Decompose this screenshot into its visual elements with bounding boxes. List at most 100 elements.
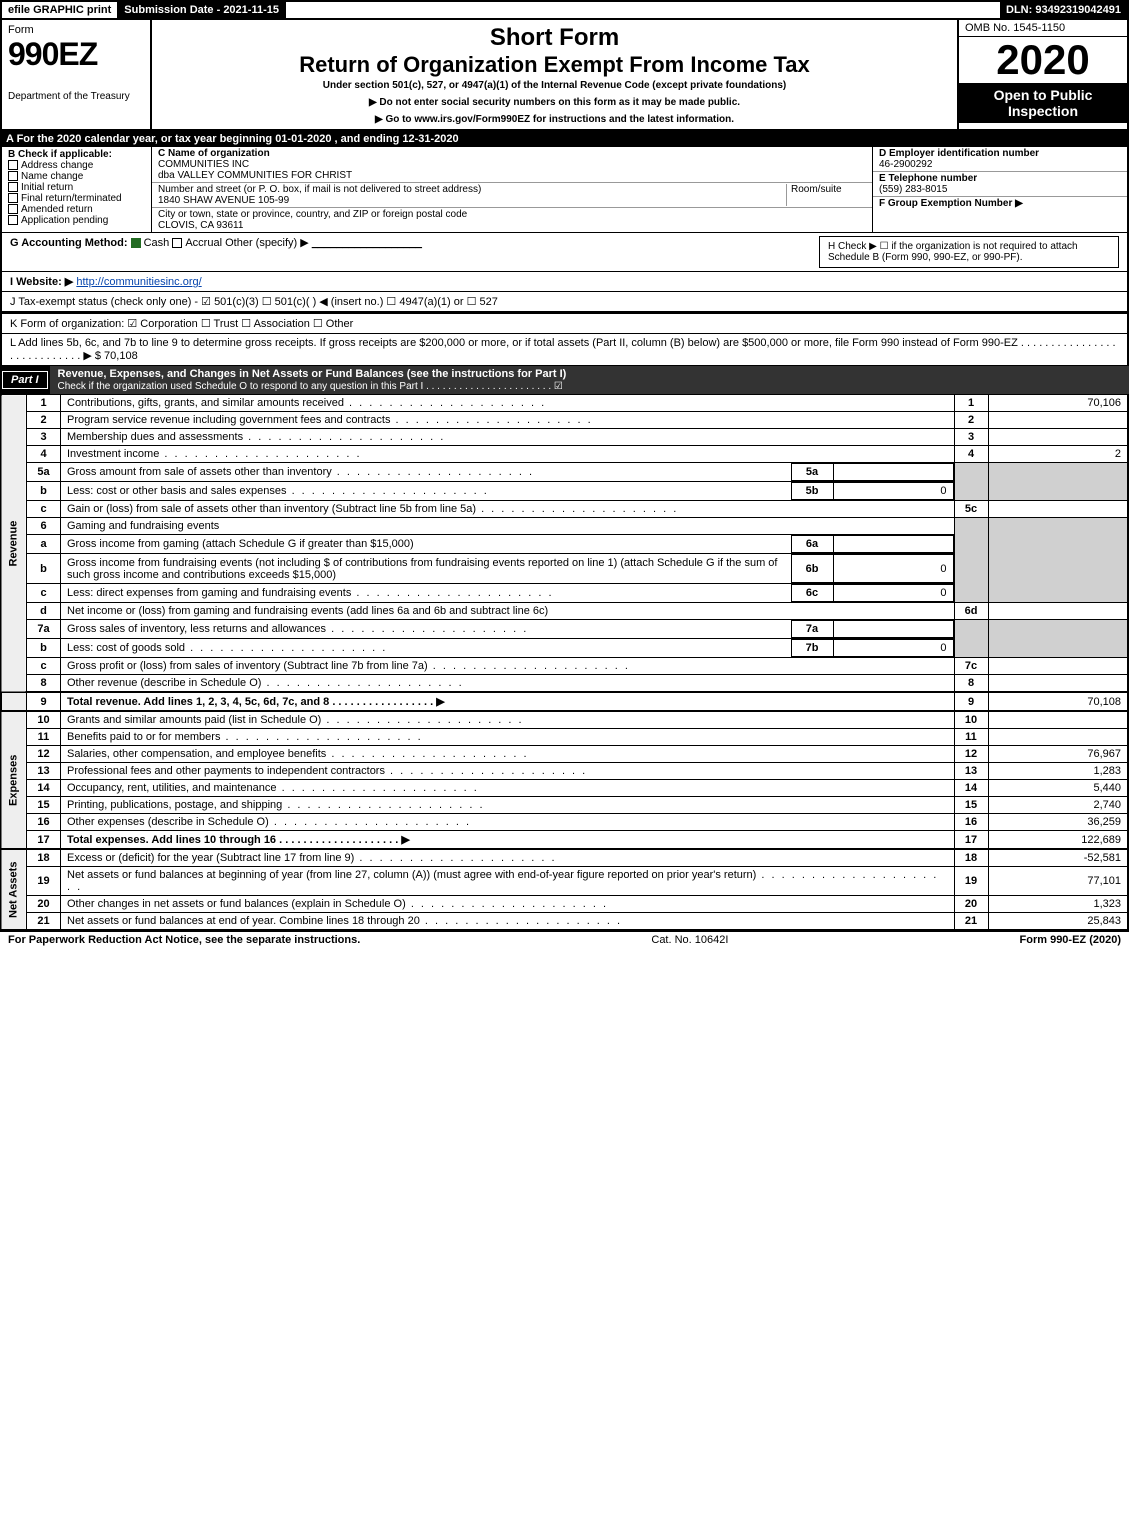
line-17-desc: Total expenses. Add lines 10 through 16 … [61, 831, 955, 850]
g-accrual: Accrual [185, 237, 222, 249]
city-label: City or town, state or province, country… [158, 209, 467, 220]
line-20-desc: Other changes in net assets or fund bala… [61, 896, 955, 913]
line-12-val: 76,967 [988, 746, 1128, 763]
line-11-val [988, 729, 1128, 746]
line-7c-desc: Gross profit or (loss) from sales of inv… [61, 658, 955, 675]
line-5b-desc: Less: cost or other basis and sales expe… [61, 483, 791, 500]
i-label: I Website: ▶ [10, 276, 73, 288]
h-box: H Check ▶ ☐ if the organization is not r… [819, 236, 1119, 268]
org-dba: dba VALLEY COMMUNITIES FOR CHRIST [158, 170, 352, 181]
line-21-desc: Net assets or fund balances at end of ye… [61, 913, 955, 931]
dln: DLN: 93492319042491 [1000, 2, 1127, 18]
return-title: Return of Organization Exempt From Incom… [160, 52, 949, 78]
part1-sub: Check if the organization used Schedule … [58, 381, 563, 392]
phone: (559) 283-8015 [879, 184, 947, 195]
b-opt-0: Address change [21, 160, 93, 171]
org-city: CLOVIS, CA 93611 [158, 220, 243, 231]
line-15-val: 2,740 [988, 797, 1128, 814]
side-revenue: Revenue [1, 395, 27, 693]
line-6a-desc: Gross income from gaming (attach Schedul… [61, 536, 791, 553]
line-6b-desc: Gross income from fundraising events (no… [61, 555, 791, 583]
line-19-desc: Net assets or fund balances at beginning… [61, 867, 955, 896]
line-5b-sv: 0 [833, 483, 953, 500]
line-12-desc: Salaries, other compensation, and employ… [61, 746, 955, 763]
line-15-desc: Printing, publications, postage, and shi… [61, 797, 955, 814]
open-public: Open to Public Inspection [959, 83, 1127, 123]
line-18-val: -52,581 [988, 849, 1128, 867]
line-3-val [988, 429, 1128, 446]
part1-table: Revenue 1Contributions, gifts, grants, a… [0, 394, 1129, 931]
under-section: Under section 501(c), 527, or 4947(a)(1)… [160, 80, 949, 91]
g-other-line[interactable]: __________________ [312, 237, 422, 249]
b-opt-1: Name change [21, 171, 83, 182]
line-6-desc: Gaming and fundraising events [61, 518, 955, 535]
part1-title: Revenue, Expenses, and Changes in Net As… [58, 368, 567, 380]
line-5a-sv [833, 464, 953, 481]
chk-amended-return[interactable] [8, 204, 18, 214]
d-label: D Employer identification number [879, 148, 1039, 159]
goto-note[interactable]: ▶ Go to www.irs.gov/Form990EZ for instru… [160, 114, 949, 125]
chk-final-return[interactable] [8, 193, 18, 203]
line-16-val: 36,259 [988, 814, 1128, 831]
b-checkboxes: B Check if applicable: Address change Na… [2, 147, 152, 232]
chk-address-change[interactable] [8, 160, 18, 170]
line-9-val: 70,108 [988, 692, 1128, 711]
line-5a-desc: Gross amount from sale of assets other t… [61, 464, 791, 481]
line-19-val: 77,101 [988, 867, 1128, 896]
short-form-title: Short Form [160, 24, 949, 52]
addr-label: Number and street (or P. O. box, if mail… [158, 184, 481, 195]
irs-link[interactable]: www.irs.gov/Form990EZ [414, 114, 530, 125]
line-18-desc: Excess or (deficit) for the year (Subtra… [61, 849, 955, 867]
c-name-label: C Name of organization [158, 148, 270, 159]
form-header: Form 990EZ Department of the Treasury Sh… [0, 20, 1129, 131]
g-label: G Accounting Method: [10, 237, 128, 249]
chk-cash[interactable] [131, 238, 141, 248]
line-14-val: 5,440 [988, 780, 1128, 797]
omb-number: OMB No. 1545-1150 [959, 20, 1127, 37]
chk-accrual[interactable] [172, 238, 182, 248]
submission-date: Submission Date - 2021-11-15 [118, 2, 286, 18]
org-address: 1840 SHAW AVENUE 105-99 [158, 195, 289, 206]
part1-tag: Part I [2, 371, 48, 389]
chk-initial-return[interactable] [8, 182, 18, 192]
efile-label[interactable]: efile GRAPHIC print [2, 2, 118, 18]
line-2-desc: Program service revenue including govern… [61, 412, 955, 429]
chk-application-pending[interactable] [8, 215, 18, 225]
line-6a-sv [833, 536, 953, 553]
e-label: E Telephone number [879, 173, 977, 184]
line-8-desc: Other revenue (describe in Schedule O) [61, 675, 955, 693]
line-7c-val [988, 658, 1128, 675]
b-opt-3: Final return/terminated [21, 193, 122, 204]
dept-label: Department of the Treasury [8, 91, 144, 102]
footer-right: Form 990-EZ (2020) [1020, 934, 1121, 946]
line-1-val: 70,106 [988, 395, 1128, 412]
line-13-desc: Professional fees and other payments to … [61, 763, 955, 780]
website-link[interactable]: http://communitiesinc.org/ [76, 276, 201, 288]
entity-block: B Check if applicable: Address change Na… [0, 147, 1129, 233]
line-10-val [988, 711, 1128, 729]
b-opt-5: Application pending [21, 215, 108, 226]
line-4-val: 2 [988, 446, 1128, 463]
top-bar: efile GRAPHIC print Submission Date - 20… [0, 0, 1129, 20]
line-6c-desc: Less: direct expenses from gaming and fu… [61, 585, 791, 602]
g-cash: Cash [144, 237, 170, 249]
line-13-val: 1,283 [988, 763, 1128, 780]
b-opt-2: Initial return [21, 182, 73, 193]
org-name: COMMUNITIES INC [158, 159, 249, 170]
side-netassets: Net Assets [1, 849, 27, 930]
line-5c-desc: Gain or (loss) from sale of assets other… [61, 501, 955, 518]
line-6b-sv: 0 [833, 555, 953, 583]
l-row: L Add lines 5b, 6c, and 7b to line 9 to … [0, 334, 1129, 366]
f-label: F Group Exemption Number ▶ [879, 198, 1023, 209]
line-7a-sv [833, 621, 953, 638]
line-21-val: 25,843 [988, 913, 1128, 931]
k-row: K Form of organization: ☑ Corporation ☐ … [0, 312, 1129, 334]
ein: 46-2900292 [879, 159, 932, 170]
no-ssn-note: ▶ Do not enter social security numbers o… [160, 97, 949, 108]
chk-name-change[interactable] [8, 171, 18, 181]
page-footer: For Paperwork Reduction Act Notice, see … [0, 931, 1129, 948]
form-number: 990EZ [8, 36, 144, 73]
side-expenses: Expenses [1, 711, 27, 849]
room-label: Room/suite [791, 184, 842, 195]
line-1-desc: Contributions, gifts, grants, and simila… [61, 395, 955, 412]
